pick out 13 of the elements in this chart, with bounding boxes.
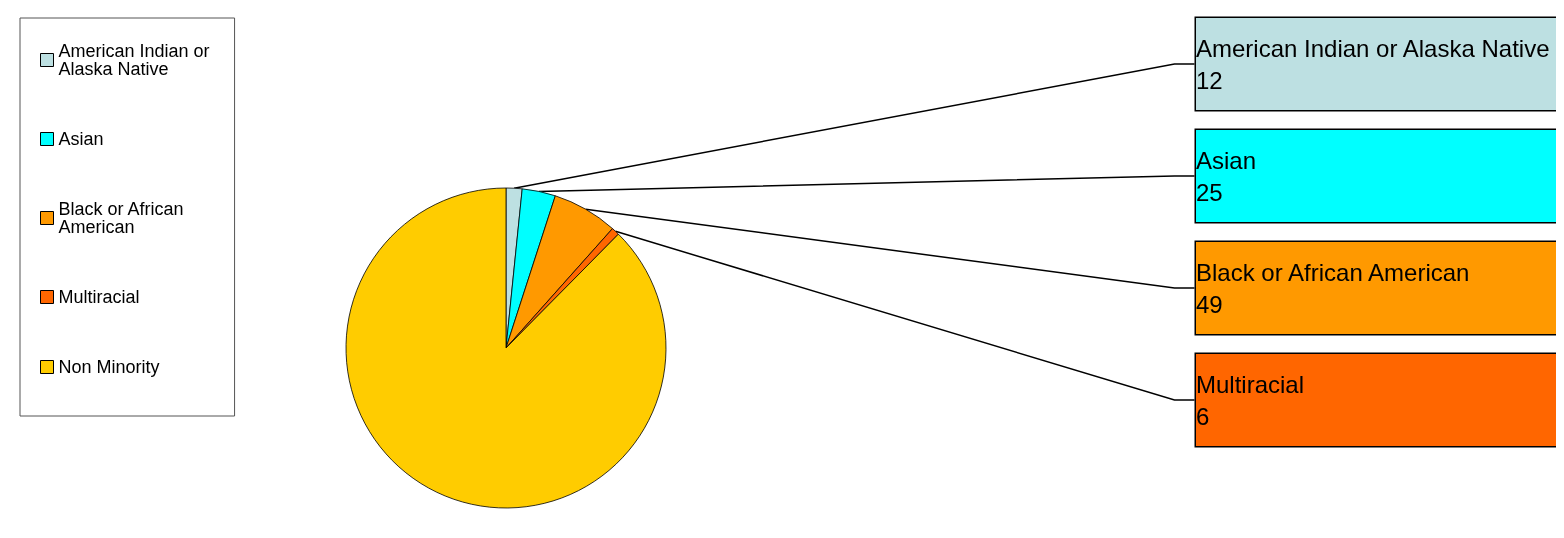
data-label: 25 — [1196, 178, 1223, 206]
legend-label: Multiracial — [58, 287, 140, 307]
slice-label: Asian — [1196, 146, 1257, 174]
slice-label: Multiracial — [1196, 370, 1305, 398]
legend-label: American Indian or Alaska Native — [58, 41, 215, 79]
data-label: 12 — [1196, 66, 1223, 94]
slice-label: Black or African American — [1196, 258, 1470, 286]
legend-label: Black or African American — [58, 199, 189, 237]
legend-label: Non Minority — [58, 357, 160, 377]
slice-label: American Indian or Alaska Native — [1196, 34, 1550, 62]
data-label: 6 — [1196, 402, 1210, 430]
data-label: 49 — [1196, 290, 1223, 318]
legend-label: Asian — [58, 129, 104, 149]
